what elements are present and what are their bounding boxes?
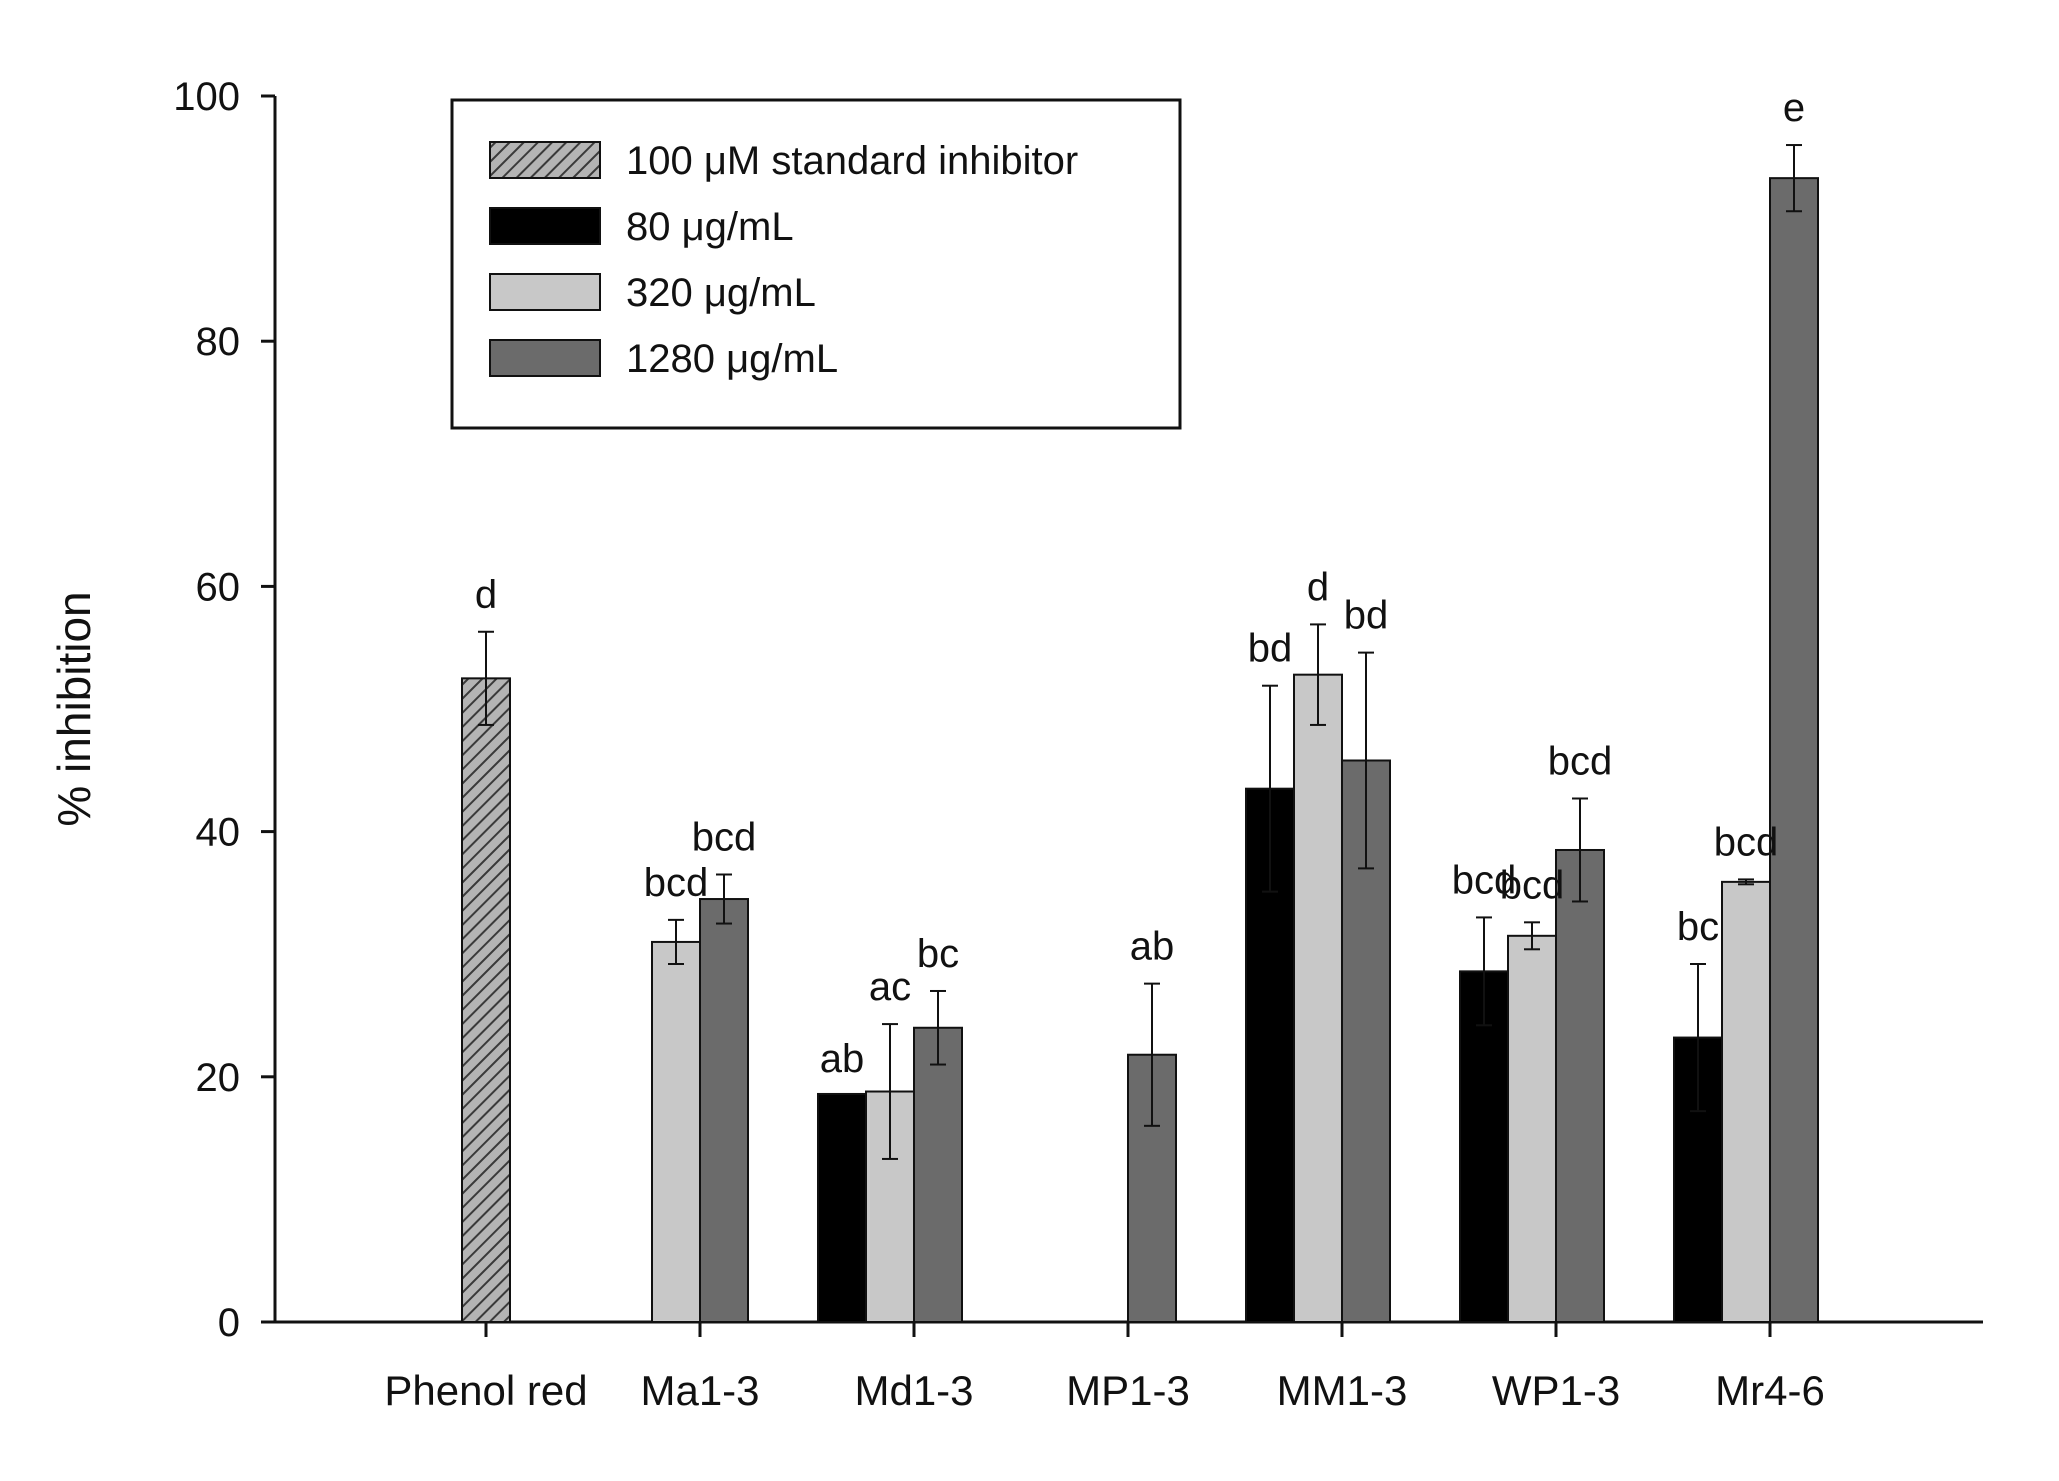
significance-label-Md1-3-1280 μg/mL: bc (917, 932, 959, 976)
significance-label-MM1-3-320 μg/mL: d (1307, 565, 1329, 609)
bar-MM1-3-320 μg/mL (1293, 673, 1343, 1323)
bar-Ma1-3-320 μg/mL (651, 940, 701, 1323)
significance-label-Ma1-3-1280 μg/mL: bcd (692, 816, 757, 860)
significance-label-Phenol red-100 μM standard inhibitor: d (475, 573, 497, 617)
significance-label-Ma1-3-320 μg/mL: bcd (644, 861, 709, 905)
x-tick-label-Mr4-6: Mr4-6 (1715, 1367, 1825, 1414)
bar-WP1-3-320 μg/mL (1507, 934, 1557, 1323)
significance-label-WP1-3-320 μg/mL: bcd (1500, 863, 1565, 907)
significance-label-MM1-3-1280 μg/mL: bd (1344, 594, 1389, 638)
significance-label-MP1-3-1280 μg/mL: ab (1130, 925, 1175, 969)
bar-Mr4-6-320 μg/mL (1721, 880, 1771, 1324)
significance-label-Mr4-6-1280 μg/mL: e (1783, 86, 1805, 130)
y-tick-label-60: 60 (196, 565, 241, 609)
significance-label-Md1-3-80 μg/mL: ab (820, 1037, 865, 1081)
bar-WP1-3-1280 μg/mL (1555, 848, 1605, 1323)
y-tick-label-80: 80 (196, 320, 241, 364)
legend-swatch-80 μg/mL (489, 207, 601, 245)
legend: 100 μM standard inhibitor 80 μg/mL 320 μg/… (450, 98, 1182, 430)
bar-Phenol red-100 μM standard inhibitor (461, 677, 511, 1323)
significance-label-WP1-3-80 μg/mL: bcd (1452, 858, 1517, 902)
x-tick-label-Md1-3: Md1-3 (854, 1367, 973, 1414)
significance-label-WP1-3-1280 μg/mL: bcd (1548, 739, 1613, 783)
y-tick-label-20: 20 (196, 1056, 241, 1100)
significance-label-MM1-3-80 μg/mL: bd (1248, 627, 1293, 671)
bar-Md1-3-1280 μg/mL (913, 1026, 963, 1323)
legend-swatch-1280 μg/mL (489, 339, 601, 377)
significance-label-Mr4-6-80 μg/mL: bc (1677, 905, 1719, 949)
y-tick-label-40: 40 (196, 811, 241, 855)
x-tick-label-MP1-3: MP1-3 (1066, 1367, 1190, 1414)
y-axis-title: % inhibition (48, 591, 100, 826)
x-tick-label-WP1-3: WP1-3 (1492, 1367, 1620, 1414)
legend-label-100 μM standard inhibitor: 100 μM standard inhibitor (626, 139, 1078, 183)
bar-Ma1-3-1280 μg/mL (699, 898, 749, 1324)
bar-Mr4-6-1280 μg/mL (1769, 177, 1819, 1324)
significance-label-Md1-3-320 μg/mL: ac (869, 965, 911, 1009)
legend-swatch-100 μM standard inhibitor (489, 141, 601, 179)
legend-label-320 μg/mL: 320 μg/mL (626, 271, 816, 315)
legend-label-1280 μg/mL: 1280 μg/mL (626, 337, 838, 381)
legend-label-80 μg/mL: 80 μg/mL (626, 205, 794, 249)
significance-label-Mr4-6-320 μg/mL: bcd (1714, 820, 1779, 864)
x-tick-label-MM1-3: MM1-3 (1277, 1367, 1408, 1414)
bar-Md1-3-80 μg/mL (817, 1092, 867, 1323)
y-tick-label-100: 100 (173, 75, 240, 119)
x-tick-label-Ma1-3: Ma1-3 (640, 1367, 759, 1414)
legend-swatch-320 μg/mL (489, 273, 601, 311)
y-tick-label-0: 0 (218, 1301, 240, 1345)
x-tick-label-Phenol red: Phenol red (384, 1367, 587, 1414)
